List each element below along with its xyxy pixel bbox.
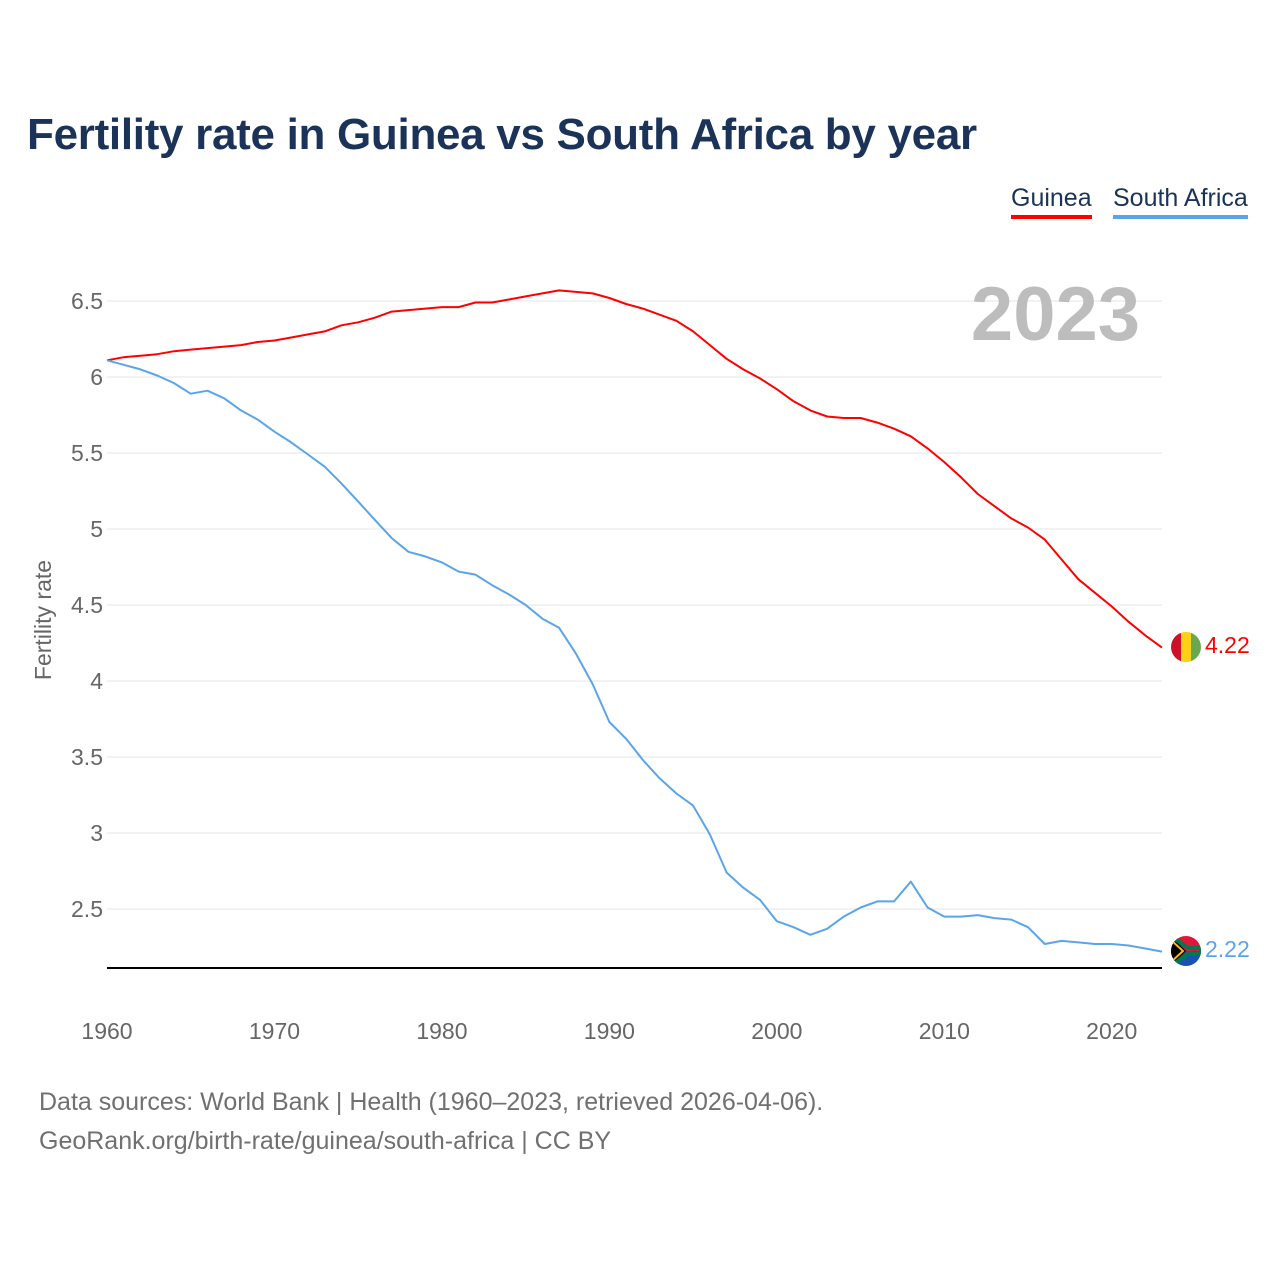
y-tick-label: 3 <box>90 820 103 846</box>
y-tick-label: 5.5 <box>71 440 103 466</box>
guinea-flag-icon <box>1171 632 1201 662</box>
y-tick-label: 3.5 <box>71 744 103 770</box>
x-tick-label: 1960 <box>81 1018 132 1044</box>
current-year-label: 2023 <box>971 272 1140 357</box>
y-tick-label: 4.5 <box>71 592 103 618</box>
x-tick-label: 1980 <box>416 1018 467 1044</box>
y-tick-label: 6 <box>90 364 103 390</box>
legend-item-guinea[interactable]: Guinea <box>1011 184 1092 219</box>
south-africa-flag-icon <box>1171 936 1201 966</box>
y-tick-label: 2.5 <box>71 896 103 922</box>
x-tick-label: 2010 <box>919 1018 970 1044</box>
x-tick-label: 1970 <box>249 1018 300 1044</box>
y-axis-label: Fertility rate <box>30 560 56 680</box>
x-tick-label: 1990 <box>584 1018 635 1044</box>
y-tick-label: 6.5 <box>71 288 103 314</box>
footer-sources: Data sources: World Bank | Health (1960–… <box>39 1088 824 1116</box>
south-africa-end-value: 2.22 <box>1205 936 1250 962</box>
guinea-end-value: 4.22 <box>1205 632 1250 658</box>
y-tick-label: 5 <box>90 516 103 542</box>
x-tick-label: 2020 <box>1086 1018 1137 1044</box>
chart-title: Fertility rate in Guinea vs South Africa… <box>27 110 977 159</box>
series-line-guinea <box>106 289 1163 649</box>
legend-item-south-africa[interactable]: South Africa <box>1113 184 1248 219</box>
footer-link[interactable]: GeoRank.org/birth-rate/guinea/south-afri… <box>39 1127 612 1155</box>
x-tick-label: 2000 <box>751 1018 802 1044</box>
series-line-south-africa <box>106 359 1163 953</box>
y-tick-label: 4 <box>90 668 103 694</box>
